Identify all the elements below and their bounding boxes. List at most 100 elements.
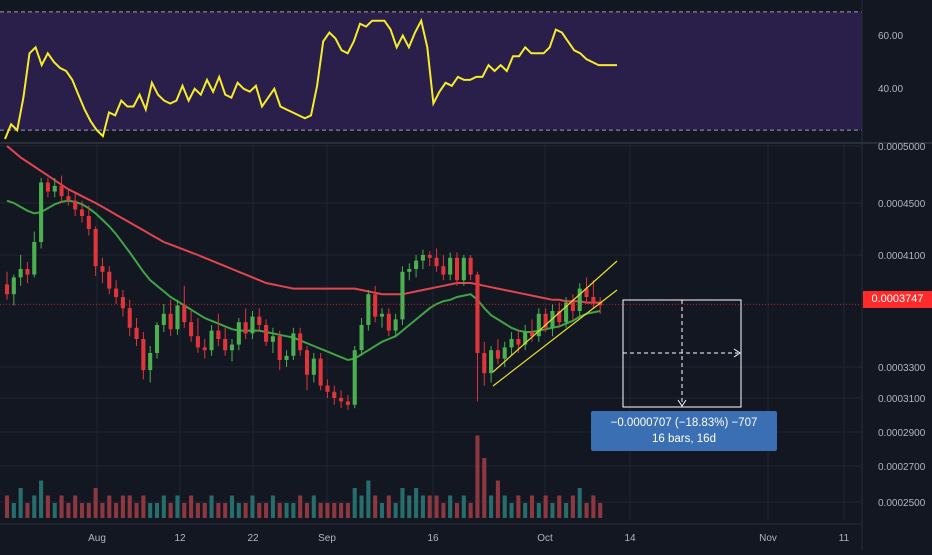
volume-bar <box>298 495 303 518</box>
y-tick-label: 0.0004100 <box>878 251 926 262</box>
candle-body <box>434 257 439 267</box>
volume-bar <box>277 503 282 518</box>
candle-body <box>93 229 98 267</box>
volume-bar <box>93 488 98 518</box>
volume-bar <box>400 488 405 518</box>
volume-bar <box>79 503 85 518</box>
volume-bar <box>161 495 166 518</box>
volume-bar <box>107 495 112 518</box>
drawings[interactable] <box>0 260 862 408</box>
candle-body <box>73 200 78 210</box>
candle-body <box>529 332 535 337</box>
volume-bar <box>577 488 582 518</box>
volume-bar <box>570 495 575 518</box>
candle-body <box>427 255 432 258</box>
volume-bar <box>168 503 173 518</box>
candle-body <box>373 294 378 317</box>
candle-body <box>168 313 173 330</box>
candle-body <box>25 269 30 275</box>
candle-body <box>359 325 364 351</box>
volume-bar <box>141 495 146 518</box>
measurement-change: −0.0000707 (−18.83%) −707 <box>610 417 758 429</box>
candle-body <box>264 325 269 342</box>
volume-bar <box>257 503 262 518</box>
candle-body <box>45 182 50 192</box>
candle-body <box>175 305 180 330</box>
candle-body <box>284 355 289 360</box>
candles <box>4 175 603 410</box>
candle-body <box>584 288 589 297</box>
candle-body <box>379 313 385 317</box>
volume-bar <box>461 495 466 518</box>
volume-bar <box>120 495 125 518</box>
volume-bar <box>223 503 228 518</box>
x-tick-label: 11 <box>839 533 850 544</box>
candle-body <box>366 294 371 325</box>
candle-body <box>270 336 275 342</box>
candle-body <box>298 333 303 351</box>
candle-body <box>189 322 194 337</box>
candle-body <box>339 398 344 402</box>
volume-bar <box>523 503 528 518</box>
candle-body <box>509 339 514 348</box>
volume-bar <box>202 503 207 518</box>
candle-body <box>495 350 500 359</box>
volume-bar <box>434 495 439 518</box>
candle-body <box>209 330 214 351</box>
volume-bar <box>598 503 603 518</box>
candle-body <box>195 336 200 348</box>
volume-bar <box>284 503 289 518</box>
volume-bar <box>359 495 364 518</box>
volume-bar <box>502 495 507 518</box>
candle-body <box>148 353 153 371</box>
volume-bar <box>366 480 371 518</box>
candle-body <box>502 347 507 359</box>
y-tick-label: 0.0002900 <box>878 428 926 439</box>
volume-bar <box>427 495 432 518</box>
measurement-bars: 16 bars, 16d <box>652 433 716 445</box>
rsi-tick-label: 60.00 <box>878 31 903 42</box>
candle-body <box>523 332 528 345</box>
candle-body <box>448 257 453 275</box>
volume-bar <box>311 495 316 518</box>
candle-body <box>345 401 350 405</box>
candle-body <box>489 350 494 374</box>
candle-body <box>441 266 446 275</box>
volume-bar <box>25 503 30 518</box>
channel-lower-line <box>492 289 618 387</box>
volume-bar <box>543 495 548 518</box>
candle-body <box>107 271 112 289</box>
candle-body <box>11 277 16 295</box>
volume-bar <box>216 503 221 518</box>
volume-bar <box>495 480 500 518</box>
candle-body <box>564 302 569 323</box>
candle-body <box>32 242 37 275</box>
candle-body <box>577 288 582 311</box>
candle-body <box>311 358 316 375</box>
volume-bar <box>475 435 480 518</box>
volume-bar <box>304 503 310 518</box>
y-tick-label: 0.0002500 <box>878 498 926 509</box>
ma-slow-line <box>6 145 601 304</box>
volume-bar <box>236 503 241 518</box>
candle-body <box>18 269 23 278</box>
y-tick-label: 0.0003300 <box>878 363 926 374</box>
volume-bar <box>45 495 50 518</box>
candle-body <box>216 330 221 339</box>
candle-body <box>407 269 412 272</box>
candle-body <box>591 297 596 303</box>
volume-bar <box>291 503 296 518</box>
volume-bar <box>59 495 64 518</box>
candle-body <box>86 216 91 229</box>
candle-body <box>304 350 310 375</box>
candle-body <box>318 358 323 386</box>
candle-body <box>229 344 235 351</box>
volume-bar <box>454 503 460 518</box>
volume-bar <box>250 495 255 518</box>
last-price-badge: 0.0003747 <box>863 291 932 308</box>
x-tick-label: Oct <box>537 533 553 544</box>
candle-body <box>120 297 125 309</box>
volume-bar <box>420 495 425 518</box>
